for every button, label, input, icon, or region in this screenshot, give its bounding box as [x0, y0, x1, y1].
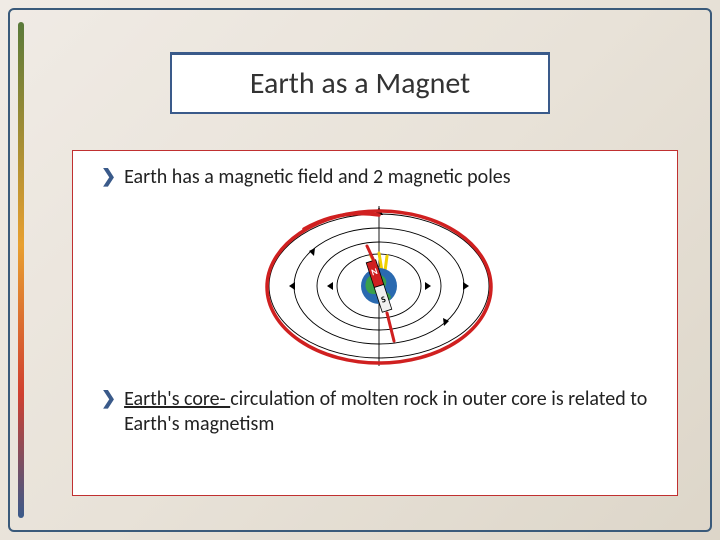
bullet-glyph-icon: ❯ [101, 387, 116, 410]
content-box: ❯ Earth has a magnetic field and 2 magne… [72, 150, 678, 496]
accent-gradient-bar [18, 22, 24, 518]
bullet-text: Earth's core- circulation of molten rock… [124, 387, 657, 437]
bullet-underline-prefix: Earth's core- [124, 387, 230, 411]
bullet-item: ❯ Earth has a magnetic field and 2 magne… [101, 165, 657, 190]
title-box: Earth as a Magnet [170, 52, 550, 114]
bullet-text: Earth has a magnetic field and 2 magneti… [124, 165, 510, 190]
slide-title: Earth as a Magnet [190, 65, 530, 102]
magnetic-field-svg: N S [249, 201, 509, 371]
bullet-glyph-icon: ❯ [101, 165, 116, 188]
bullet-item: ❯ Earth's core- circulation of molten ro… [101, 387, 657, 437]
earth-magnet-diagram: N S [101, 198, 657, 373]
